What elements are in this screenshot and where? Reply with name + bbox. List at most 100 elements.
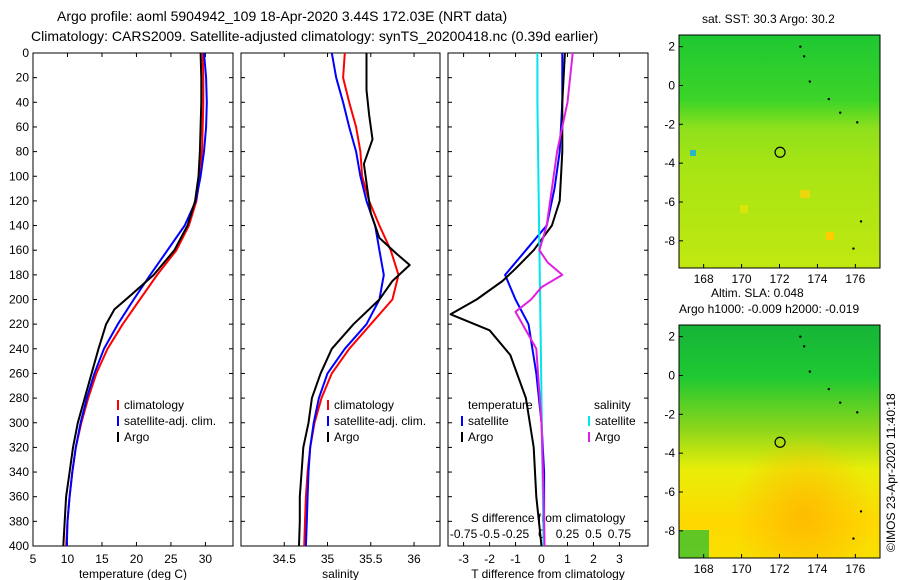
x-tick-label: 174 <box>807 272 827 286</box>
sst-map-panel: 168 170 172 174 176 2 0 -2 -4 -6 -8 <box>664 34 881 286</box>
difference-legend: temperature satellite Argo salinity sate… <box>461 398 636 444</box>
legend-title-temperature: temperature <box>468 398 533 412</box>
x2-tick-label: 0.25 <box>556 527 580 541</box>
sst-map-cell <box>740 205 748 213</box>
sst-map-cell <box>690 150 696 156</box>
salinity-profile-panel: 34.5 35 35.5 36 salinity <box>240 52 441 580</box>
x-tick-label: 34.5 <box>273 552 297 566</box>
x-tick-label: 2 <box>590 552 597 566</box>
y-tick-label: -6 <box>664 485 675 499</box>
x-tick-label: 10 <box>61 552 75 566</box>
series-line-argo <box>62 52 203 547</box>
y-tick-label: -2 <box>664 407 675 421</box>
legend-title-salinity: salinity <box>594 398 631 412</box>
x-tick-label: 15 <box>95 552 109 566</box>
x-tick-label: -3 <box>458 552 469 566</box>
x-tick-label: 5 <box>30 552 37 566</box>
temperature-legend: climatology satellite-adj. clim. Argo <box>117 398 216 444</box>
legend-label-argo: Argo <box>334 430 360 444</box>
x-axis-label: T difference from climatology <box>471 567 625 580</box>
sla-map-panel: 168 170 172 174 176 2 0 -2 -4 -6 -8 <box>664 324 881 576</box>
x-tick-label: 172 <box>769 562 789 576</box>
sst-map-cell <box>800 190 810 198</box>
island-dot <box>827 97 831 101</box>
y-tick-label: 40 <box>16 95 30 109</box>
x-tick-label: -2 <box>484 552 495 566</box>
legend-label-argo: Argo <box>124 430 150 444</box>
y-tick-label: 0 <box>668 368 675 382</box>
y-tick-label: -6 <box>664 195 675 209</box>
y-tick-label: 260 <box>9 366 29 380</box>
island-dot <box>856 121 859 124</box>
y-tick-label: 100 <box>9 169 29 183</box>
x-tick-label: 30 <box>199 552 213 566</box>
x-tick-label: 36 <box>407 552 421 566</box>
legend-label-t-satellite: satellite <box>468 414 509 428</box>
island-dot <box>859 220 863 223</box>
island-dot <box>799 45 802 48</box>
y-tick-label: 280 <box>9 391 29 405</box>
x-tick-label: 172 <box>769 272 789 286</box>
x2-axis-label: S difference from climatology <box>471 511 626 525</box>
island-dot <box>859 510 863 513</box>
island-dot <box>827 387 831 391</box>
series-line-temperature-satellite <box>504 53 564 546</box>
figure-title-line2: Climatology: CARS2009. Satellite-adjuste… <box>31 28 598 44</box>
legend-label-climatology: climatology <box>334 398 394 412</box>
x-tick-label: 170 <box>732 272 752 286</box>
x-tick-label: 1 <box>564 552 571 566</box>
island-dot <box>808 370 812 373</box>
y-tick-label: 140 <box>9 219 29 233</box>
y-tick-label: 60 <box>16 120 30 134</box>
x-tick-label: 176 <box>845 272 865 286</box>
y-tick-label: 400 <box>9 539 29 553</box>
x2-tick-label: -0.5 <box>479 527 500 541</box>
series-line-satellite-adj-clim- <box>65 52 208 547</box>
island-dot <box>802 345 806 348</box>
difference-profile-panel: -3 -2 -1 0 1 2 3T difference from climatology S… <box>447 52 649 580</box>
sla-map-hotspot <box>679 325 880 558</box>
figure-title-line1: Argo profile: aoml 5904942_109 18-Apr-20… <box>57 8 507 24</box>
island-dot <box>838 401 842 404</box>
legend-label-s-argo: Argo <box>595 430 621 444</box>
x-tick-label: 174 <box>807 562 827 576</box>
y-tick-label: -8 <box>664 524 675 538</box>
island-dot <box>852 537 855 540</box>
temperature-profile-panel: 0 20 40 60 80 100 120 140 160 180 200 220 240 260 280 3… <box>9 46 234 580</box>
x-tick-label: 35.5 <box>359 552 383 566</box>
plot-frame <box>240 52 441 547</box>
x-tick-label: -1 <box>510 552 521 566</box>
y-tick-label: -2 <box>664 117 675 131</box>
series-line-temperature-argo <box>449 52 566 547</box>
legend-label-s-satellite: satellite <box>595 414 636 428</box>
x-axis-label: salinity <box>322 567 359 580</box>
series-line-climatology <box>303 52 400 547</box>
sst-map-cell <box>826 232 834 240</box>
x-tick-label: 170 <box>732 562 752 576</box>
island-dot <box>852 247 855 250</box>
sla-map-subtitle: Argo h1000: -0.009 h2000: -0.019 <box>679 302 859 316</box>
y-tick-label: -8 <box>664 234 675 248</box>
y-tick-label: 120 <box>9 194 29 208</box>
sla-map-cell <box>679 530 709 558</box>
sla-map-title: Altim. SLA: 0.048 <box>711 286 804 300</box>
x-tick-label: 176 <box>845 562 865 576</box>
x2-tick-label: 0.5 <box>585 527 602 541</box>
series-line-salinity-argo <box>514 52 574 547</box>
legend-label-t-argo: Argo <box>468 430 494 444</box>
argo-location-marker <box>774 146 786 158</box>
x-tick-label: 168 <box>694 272 714 286</box>
series-line-argo <box>298 53 411 547</box>
island-dot <box>799 335 802 338</box>
island-dot <box>856 411 859 414</box>
x-tick-label: 35 <box>321 552 335 566</box>
island-dot <box>808 80 812 83</box>
island-dot <box>838 111 842 114</box>
y-tick-label: 380 <box>9 514 29 528</box>
x-axis-label: temperature (deg C) <box>79 567 187 580</box>
x2-tick-label: -0.25 <box>502 527 530 541</box>
y-tick-label: 0 <box>668 78 675 92</box>
y-tick-label: -4 <box>664 446 675 460</box>
legend-label-satellite: satellite-adj. clim. <box>334 414 426 428</box>
